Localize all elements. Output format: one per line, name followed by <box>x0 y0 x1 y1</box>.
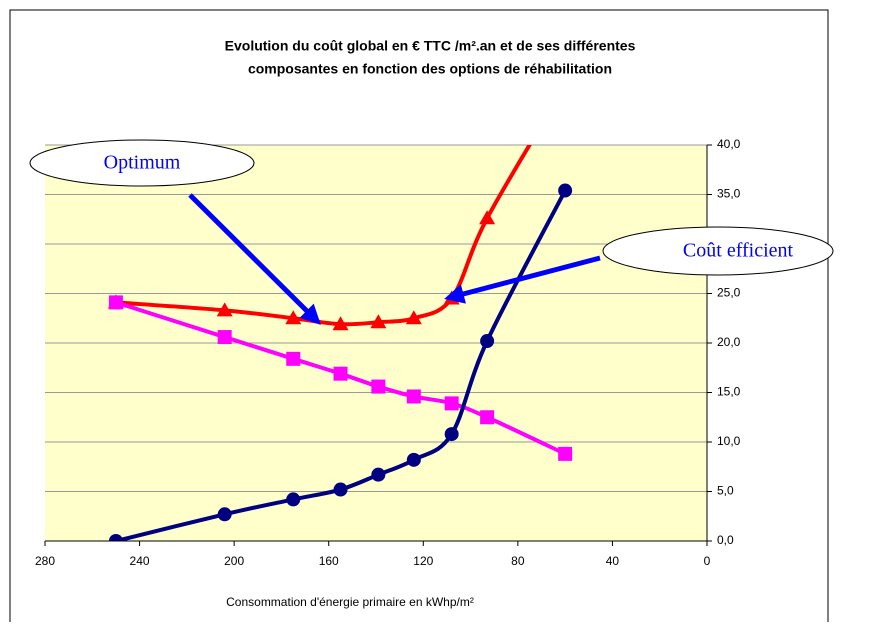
data-point <box>405 310 422 325</box>
x-tick-label: 160 <box>319 554 339 568</box>
data-point <box>286 351 301 366</box>
data-point <box>406 452 421 467</box>
data-point <box>406 389 421 404</box>
y-tick-label: 0,0 <box>717 533 734 547</box>
x-tick-label: 0 <box>704 554 711 568</box>
data-point <box>479 210 496 225</box>
y-tick-label: 5,0 <box>717 484 734 498</box>
data-point <box>108 534 123 541</box>
x-tick-label: 200 <box>224 554 244 568</box>
data-point <box>285 310 302 325</box>
x-tick-label: 240 <box>130 554 150 568</box>
data-point <box>370 314 387 329</box>
data-point <box>444 427 459 442</box>
data-point <box>333 366 348 381</box>
y-tick-label: 35,0 <box>717 187 741 201</box>
x-axis-label: Consommation d'énergie primaire en kWhp/… <box>226 595 474 609</box>
annotation-arrow <box>444 255 601 304</box>
y-tick-label: 10,0 <box>717 434 741 448</box>
x-tick-label: 120 <box>413 554 433 568</box>
annotation: Coût efficient <box>683 240 794 262</box>
annotation-bubble <box>29 139 255 187</box>
data-point <box>480 410 495 425</box>
data-point <box>558 446 573 461</box>
x-tick-label: 40 <box>606 554 620 568</box>
y-tick-label: 15,0 <box>717 385 741 399</box>
data-point <box>444 396 459 411</box>
y-tick-label: 20,0 <box>717 335 741 349</box>
y-tick-label: 40,0 <box>717 137 741 151</box>
data-point <box>371 467 386 482</box>
annotation-arrow <box>188 193 321 325</box>
annotation-bubble <box>602 226 834 276</box>
data-point <box>371 379 386 394</box>
data-point <box>216 302 233 317</box>
y-tick-label: 25,0 <box>717 286 741 300</box>
data-point <box>108 295 123 310</box>
data-point <box>558 183 573 198</box>
data-point <box>217 507 232 522</box>
x-tick-label: 80 <box>511 554 525 568</box>
data-point <box>332 316 349 331</box>
annotation: Optimum <box>104 152 181 174</box>
data-point <box>333 482 348 497</box>
chart-title: Evolution du coût global en € TTC /m².an… <box>225 38 636 54</box>
data-point <box>217 330 232 345</box>
data-point <box>286 492 301 507</box>
x-tick-label: 280 <box>35 554 55 568</box>
data-point <box>480 334 495 349</box>
chart-title: composantes en fonction des options de r… <box>248 61 612 77</box>
